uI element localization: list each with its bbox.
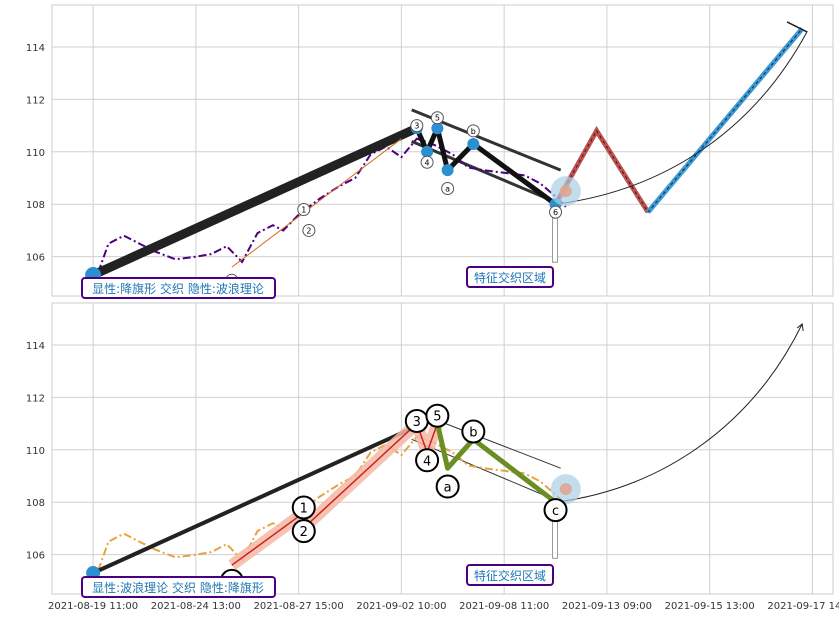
wave-label-text: 4 xyxy=(425,158,430,167)
y-tick-label: 110 xyxy=(26,446,45,457)
panel-bottom: 106 108 110 112 114 2021-08-19 11:00 2021-08-2… xyxy=(26,302,839,612)
x-tick-label: 2021-08-27 15:00 xyxy=(254,601,344,612)
wave-label-text: 6 xyxy=(553,208,558,217)
wave-label-text: 3 xyxy=(414,122,419,131)
wave-label-marker xyxy=(543,498,568,523)
wave-label-text: 1 xyxy=(301,205,306,214)
annotation-box xyxy=(466,564,554,586)
wave-label-marker xyxy=(435,474,460,499)
wave-label-text: 5 xyxy=(433,410,441,425)
y-tick-label: 106 xyxy=(26,551,45,562)
wave-label-marker xyxy=(415,448,440,473)
x-tick-label: 2021-09-13 09:00 xyxy=(562,601,652,612)
y-tick-label: 110 xyxy=(26,148,45,159)
y-tick-label: 106 xyxy=(26,253,45,264)
annotation-text: 特征交织区域 xyxy=(474,568,546,583)
caption-box xyxy=(81,277,276,299)
wave-label-marker xyxy=(461,419,486,444)
y-tick-label: 114 xyxy=(26,43,45,54)
y-tick-label: 108 xyxy=(26,498,45,509)
x-tick-label: 2021-08-19 11:00 xyxy=(48,601,138,612)
projection-arc xyxy=(555,30,808,205)
projection-dashed-line xyxy=(555,28,803,213)
wave-label-text: a xyxy=(444,481,452,496)
trend-thick-line xyxy=(88,123,422,280)
channel-lower-line xyxy=(411,139,562,206)
price-series-line xyxy=(97,137,567,273)
annotation-pointer xyxy=(552,515,559,559)
wave-label-marker xyxy=(549,205,563,219)
wave-label-marker xyxy=(302,223,316,237)
x-tick-label: 2021-09-17 14:00 xyxy=(767,601,839,612)
annotation-pointer xyxy=(552,217,559,263)
channel-lower-line xyxy=(411,438,561,503)
trend-line xyxy=(92,424,418,575)
arc-arrowhead xyxy=(796,323,804,332)
feature-area-core xyxy=(559,483,572,496)
wave-label-text: a xyxy=(445,185,450,194)
y-tick-label: 112 xyxy=(26,95,45,106)
y-tick-label: 108 xyxy=(26,200,45,211)
wave-label-text: 5 xyxy=(435,114,440,123)
wave-label-marker xyxy=(297,202,311,216)
caption-box xyxy=(81,576,276,598)
wave-label-marker xyxy=(291,495,316,520)
caption-text: 显性:波浪理论 交织 隐性:降旗形 xyxy=(92,580,264,595)
pivot-dot xyxy=(441,164,454,177)
wave-label-marker xyxy=(430,111,444,125)
wave-label-marker xyxy=(441,182,455,196)
wave-label-text: 2 xyxy=(306,226,311,235)
panel-top: 106108110112114012345ab6特征交织区域显性:降旗形 交织 … xyxy=(26,4,834,299)
y-tick-label: 114 xyxy=(26,341,45,352)
x-tick-label: 2021-09-02 10:00 xyxy=(356,601,446,612)
thin-trend-line xyxy=(231,138,402,268)
wave-label-text: 4 xyxy=(423,454,431,469)
wave-label-text: c xyxy=(552,504,559,519)
wave-label-text: 2 xyxy=(300,525,308,540)
wave-label-marker xyxy=(410,119,424,133)
impulse-wave-line xyxy=(231,422,439,566)
pivot-dot xyxy=(421,145,434,158)
x-tick-label: 2021-09-08 11:00 xyxy=(459,601,549,612)
wave-label-marker xyxy=(466,124,480,138)
annotation-text: 特征交织区域 xyxy=(474,270,546,285)
pivot-dot xyxy=(467,137,480,150)
wave-label-marker xyxy=(425,403,450,428)
x-tick-label: 2021-08-24 13:00 xyxy=(151,601,241,612)
projection-end-bar xyxy=(786,21,808,33)
wave-label-text: b xyxy=(469,425,477,440)
projection-arc xyxy=(555,323,803,503)
price-series-line xyxy=(97,435,567,571)
x-tick-label: 2021-09-15 13:00 xyxy=(665,601,755,612)
correction-wave-line xyxy=(434,423,558,505)
wave-label-text: 3 xyxy=(413,415,421,430)
feature-area-core xyxy=(559,185,572,198)
wave-label-marker xyxy=(420,155,434,169)
y-tick-label: 112 xyxy=(26,393,45,404)
annotation-box xyxy=(466,266,554,288)
pivot-dot xyxy=(431,122,444,135)
wave-label-text: b xyxy=(471,127,476,136)
wave-label-marker xyxy=(291,519,316,544)
caption-text: 显性:降旗形 交织 隐性:波浪理论 xyxy=(92,281,264,296)
wave-label-text: 1 xyxy=(300,501,308,516)
